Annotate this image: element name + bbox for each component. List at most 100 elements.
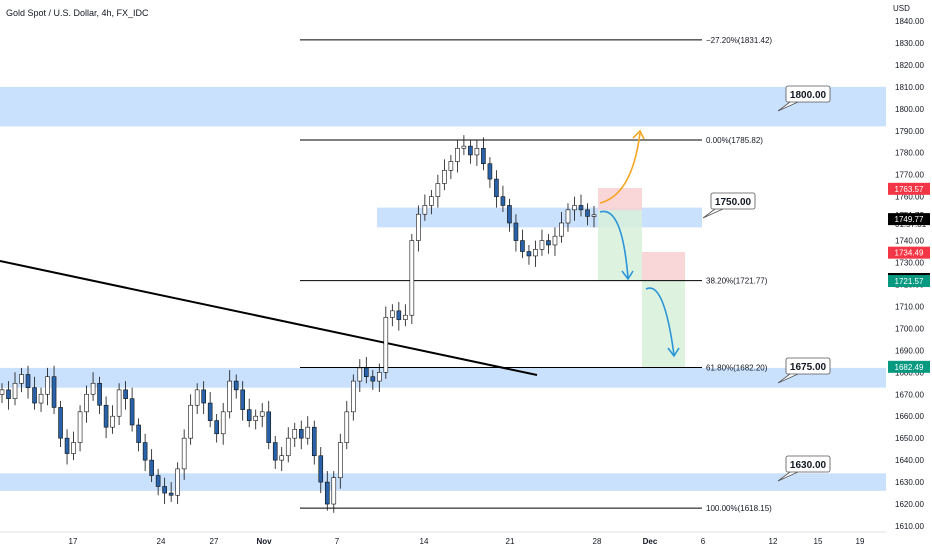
candle-body bbox=[591, 214, 597, 217]
candle-body bbox=[324, 481, 330, 505]
candle-body bbox=[468, 145, 473, 156]
candle-body bbox=[188, 404, 193, 439]
candle-body bbox=[331, 477, 337, 505]
fib-label-3: 61.80%(1682.20) bbox=[706, 363, 768, 372]
bullish-projection-arrow bbox=[599, 132, 641, 204]
candle-body bbox=[58, 407, 63, 439]
zone-3[interactable] bbox=[0, 473, 886, 491]
candle-body bbox=[6, 389, 11, 399]
candle-body bbox=[461, 145, 467, 149]
candle-body bbox=[292, 429, 298, 439]
price-tick-13: 1710.00 bbox=[895, 302, 924, 311]
time-tick-10: 12 bbox=[769, 537, 778, 546]
price-tag-5: 1682.49 bbox=[895, 363, 924, 372]
support-resistance-zones bbox=[0, 86, 886, 491]
candle-body bbox=[155, 475, 161, 487]
price-tick-7: 1770.00 bbox=[895, 171, 924, 180]
price-callouts[interactable]: 1800.00 1750.00 1675.00 1630.00 bbox=[702, 85, 831, 482]
fib-label-4: 100.00%(1618.15) bbox=[706, 504, 772, 513]
time-tick-8: Dec bbox=[643, 537, 658, 546]
callout-pointer-3 bbox=[777, 471, 799, 482]
price-tag-bg-0 bbox=[888, 182, 930, 195]
candle-body bbox=[90, 382, 96, 395]
candle-body bbox=[149, 459, 154, 476]
candle-body bbox=[0, 389, 5, 395]
candle-body bbox=[298, 429, 304, 439]
candle-body bbox=[207, 402, 213, 421]
candle-body bbox=[494, 178, 499, 197]
candle-body bbox=[129, 398, 135, 426]
candle-body bbox=[201, 389, 206, 404]
callout-box-2[interactable] bbox=[785, 357, 831, 375]
candle-body bbox=[116, 389, 122, 417]
candle-body bbox=[45, 376, 50, 395]
candle-body bbox=[253, 415, 259, 421]
price-tick-19: 1650.00 bbox=[895, 434, 924, 443]
currency-label: USD bbox=[893, 4, 910, 13]
target-box-2[interactable] bbox=[642, 280, 685, 367]
candle-body bbox=[220, 411, 226, 435]
zone-2[interactable] bbox=[0, 367, 886, 388]
candle-body bbox=[311, 426, 317, 457]
callout-label-1: 1750.00 bbox=[715, 197, 752, 208]
price-tick-14: 1700.00 bbox=[895, 324, 924, 333]
candle-body bbox=[357, 367, 363, 382]
candle-body bbox=[565, 209, 571, 224]
candle-body bbox=[539, 240, 545, 250]
candle-body bbox=[110, 415, 115, 428]
time-tick-2: 27 bbox=[210, 537, 219, 546]
candle-body bbox=[285, 437, 291, 457]
position-boxes[interactable] bbox=[598, 188, 685, 367]
callout-label-2: 1675.00 bbox=[790, 362, 827, 373]
price-tick-4: 1800.00 bbox=[895, 105, 924, 114]
candle-body bbox=[84, 393, 89, 413]
candle-body bbox=[377, 372, 382, 382]
candle-body bbox=[214, 420, 219, 435]
time-tick-9: 6 bbox=[701, 537, 706, 546]
candle-body bbox=[513, 222, 519, 241]
candle-body bbox=[487, 163, 493, 180]
candle-body bbox=[259, 411, 265, 417]
time-tick-4: 7 bbox=[335, 537, 340, 546]
bearish-arrowhead-1 bbox=[621, 270, 634, 281]
candle-body bbox=[500, 196, 506, 206]
candle-body bbox=[409, 240, 415, 316]
price-tick-3: 1810.00 bbox=[895, 83, 924, 92]
candle-body bbox=[175, 468, 180, 496]
stop-box-2[interactable] bbox=[642, 252, 685, 280]
candle-body bbox=[572, 205, 577, 211]
target-box-1[interactable] bbox=[598, 210, 642, 281]
zone-0[interactable] bbox=[0, 86, 886, 127]
bearish-projection-arrow-2 bbox=[645, 287, 675, 356]
time-tick-11: 15 bbox=[814, 537, 823, 546]
callout-box-1[interactable] bbox=[710, 192, 756, 210]
price-tag-bg-5 bbox=[888, 360, 930, 373]
candle-body bbox=[136, 424, 141, 443]
price-tick-6: 1780.00 bbox=[895, 149, 924, 158]
candle-body bbox=[233, 380, 239, 391]
stop-box-1[interactable] bbox=[598, 188, 642, 210]
candle-body bbox=[51, 376, 57, 408]
candle-body bbox=[162, 486, 167, 494]
candle-body bbox=[279, 455, 285, 461]
candle-body bbox=[507, 205, 512, 224]
candle-body bbox=[181, 437, 187, 470]
candle-body bbox=[97, 382, 102, 406]
candle-body bbox=[442, 170, 447, 184]
time-axis[interactable]: 17 24 27 Nov 7 14 21 28 Dec 6 12 15 19 bbox=[69, 537, 865, 546]
candle-body bbox=[32, 387, 37, 404]
candle-body bbox=[12, 382, 18, 399]
symbol-title: Gold Spot / U.S. Dollar, 4h, FX_IDC bbox=[6, 8, 149, 18]
callout-pointer-2 bbox=[777, 373, 799, 384]
candle-body bbox=[390, 310, 395, 318]
candle-body bbox=[481, 148, 486, 165]
callout-box-3[interactable] bbox=[785, 455, 831, 473]
candle-body bbox=[272, 442, 278, 461]
time-tick-5: 14 bbox=[420, 537, 429, 546]
callout-label-0: 1800.00 bbox=[790, 90, 827, 101]
projection-arrows[interactable] bbox=[599, 129, 680, 358]
callout-box-0[interactable] bbox=[785, 85, 831, 103]
descending-trendline[interactable] bbox=[0, 260, 538, 376]
candle-body bbox=[337, 442, 343, 478]
